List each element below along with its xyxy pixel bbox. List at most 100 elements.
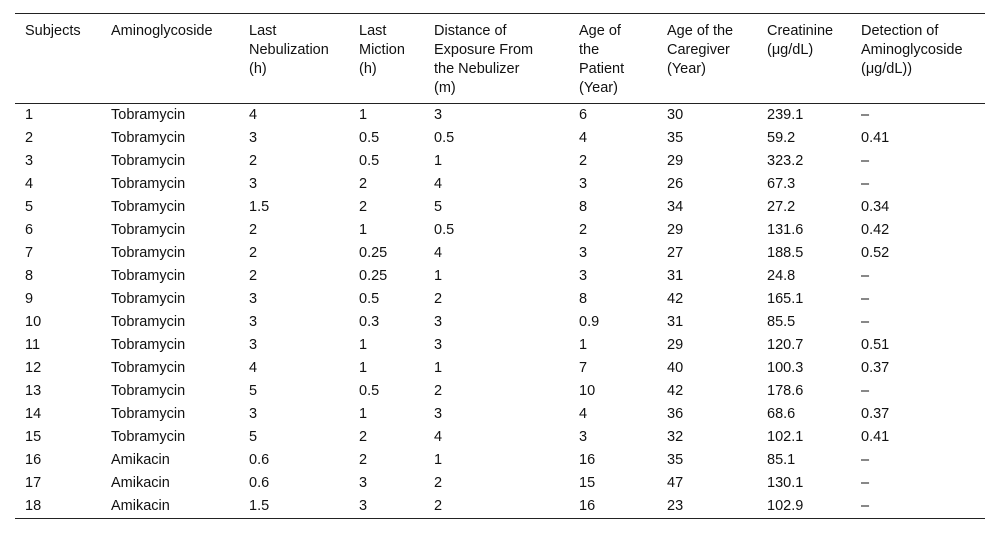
table-cell: 0.9 — [579, 314, 600, 330]
table-cell: 100.3 — [767, 360, 804, 376]
header-cell: Age of the Caregiver (Year) — [667, 23, 734, 77]
table-cell: 2 — [249, 222, 258, 238]
table-cell: 0.5 — [359, 153, 380, 169]
table-cell: 2 — [25, 130, 34, 146]
table-cell: 0.6 — [249, 452, 270, 468]
table-row: 2 Tobramycin 3 0.5 0.5 4 35 59.2 0.41 — [15, 127, 985, 150]
header-row: Subjects Aminoglycoside Last Nebulization … — [15, 13, 985, 104]
table-cell: Tobramycin — [111, 268, 186, 284]
table-cell: 4 — [25, 176, 34, 192]
table-cell: 7 — [25, 245, 34, 261]
table-cell: 0.5 — [434, 222, 455, 238]
table-body: 1 Tobramycin 4 1 3 6 30 239.1–2 Tobramycin 3 0.5 0.… — [15, 104, 985, 519]
table-cell: 2 — [359, 452, 368, 468]
table-row: 14 Tobramycin 3 1 3 4 36 68.6 0.37 — [15, 403, 985, 426]
table-cell: 31 — [667, 314, 684, 330]
table-cell: 0.41 — [861, 429, 890, 445]
table-cell: 0.25 — [359, 245, 388, 261]
table-cell: 17 — [25, 475, 42, 491]
table-cell: 0.5 — [359, 291, 380, 307]
table-cell: 1 — [25, 107, 34, 123]
table-cell: 3 — [359, 498, 368, 514]
table-cell: 10 — [579, 383, 596, 399]
table-cell: 0.5 — [359, 383, 380, 399]
table-cell: 13 — [25, 383, 42, 399]
table-cell: 3 — [249, 130, 258, 146]
table-cell: 2 — [434, 291, 443, 307]
header-cell: Subjects — [25, 23, 81, 39]
table-cell: – — [861, 383, 870, 399]
table-cell: 1 — [434, 360, 443, 376]
table-cell: 2 — [249, 268, 258, 284]
table-cell: Amikacin — [111, 452, 170, 468]
table-cell: 2 — [359, 429, 368, 445]
table-cell: 5 — [434, 199, 443, 215]
table-cell: Amikacin — [111, 498, 170, 514]
table-cell: 3 — [249, 314, 258, 330]
table-cell: 15 — [25, 429, 42, 445]
table-cell: 3 — [249, 337, 258, 353]
table-cell: Tobramycin — [111, 291, 186, 307]
table-cell: 102.9 — [767, 498, 804, 514]
table-cell: 1 — [359, 107, 368, 123]
table-cell: 2 — [359, 176, 368, 192]
table-cell: 34 — [667, 199, 684, 215]
table-cell: 3 — [579, 176, 588, 192]
table-cell: – — [861, 153, 870, 169]
table-cell: 42 — [667, 383, 684, 399]
table-cell: 32 — [667, 429, 684, 445]
table-cell: 16 — [579, 452, 596, 468]
table-row: 4 Tobramycin 3 2 4 3 26 67.3 – — [15, 173, 985, 196]
table-cell: 1 — [359, 360, 368, 376]
table-cell: 3 — [579, 245, 588, 261]
table-cell: 1 — [579, 337, 588, 353]
table-cell: 85.1 — [767, 452, 796, 468]
table-cell: 2 — [579, 222, 588, 238]
table-cell: 0.37 — [861, 406, 890, 422]
table-row: 18 Amikacin 1.5 3 2 16 23 102.9 – — [15, 495, 985, 519]
table-row: 8 Tobramycin 2 0.25 1 3 31 24.8 – — [15, 265, 985, 288]
table-cell: 27 — [667, 245, 684, 261]
table-cell: 6 — [25, 222, 34, 238]
table-cell: 0.42 — [861, 222, 890, 238]
table-cell: 30 — [667, 107, 684, 123]
table-cell: 4 — [434, 245, 443, 261]
table-cell: 5 — [249, 429, 258, 445]
table-cell: 15 — [579, 475, 596, 491]
table-cell: 27.2 — [767, 199, 796, 215]
table-cell: 23 — [667, 498, 684, 514]
table-cell: 3 — [579, 429, 588, 445]
table-cell: 12 — [25, 360, 42, 376]
table-cell: 26 — [667, 176, 684, 192]
table-cell: 59.2 — [767, 130, 796, 146]
table-cell: 3 — [249, 176, 258, 192]
table-cell: 35 — [667, 452, 684, 468]
table-cell: 9 — [25, 291, 34, 307]
table-cell: 2 — [579, 153, 588, 169]
header-cell: Last Nebulization (h) — [249, 23, 329, 77]
table-cell: 11 — [25, 337, 41, 353]
table-row: 13 Tobramycin 5 0.5 2 10 42 178.6 – — [15, 380, 985, 403]
header-cell: Creatinine (μg/dL) — [767, 23, 834, 58]
table-cell: 3 — [249, 406, 258, 422]
table-cell: 239.1 — [767, 107, 804, 123]
table-cell: 40 — [667, 360, 684, 376]
table-row: 10 Tobramycin 3 0.3 3 0.9 31 85.5 – — [15, 311, 985, 334]
table-cell: 3 — [434, 406, 443, 422]
table-cell: 323.2 — [767, 153, 804, 169]
table-cell: 3 — [434, 337, 443, 353]
table-cell: – — [861, 314, 870, 330]
table-cell: 3 — [249, 291, 258, 307]
table-row: 11 Tobramycin 3 1 3 1 29 120.7 0.51 — [15, 334, 985, 357]
table-cell: 102.1 — [767, 429, 804, 445]
table-cell: 4 — [249, 107, 258, 123]
table-cell: 1.5 — [249, 498, 270, 514]
table-cell: 3 — [434, 107, 443, 123]
table-cell: 131.6 — [767, 222, 804, 238]
table-cell: 2 — [434, 475, 443, 491]
table-row: 6 Tobramycin 2 1 0.5 2 29 131.6 0.42 — [15, 219, 985, 242]
header-cell: Aminoglycoside — [111, 23, 213, 39]
table-cell: 4 — [249, 360, 258, 376]
table-cell: Tobramycin — [111, 360, 186, 376]
table-cell: 4 — [434, 176, 443, 192]
